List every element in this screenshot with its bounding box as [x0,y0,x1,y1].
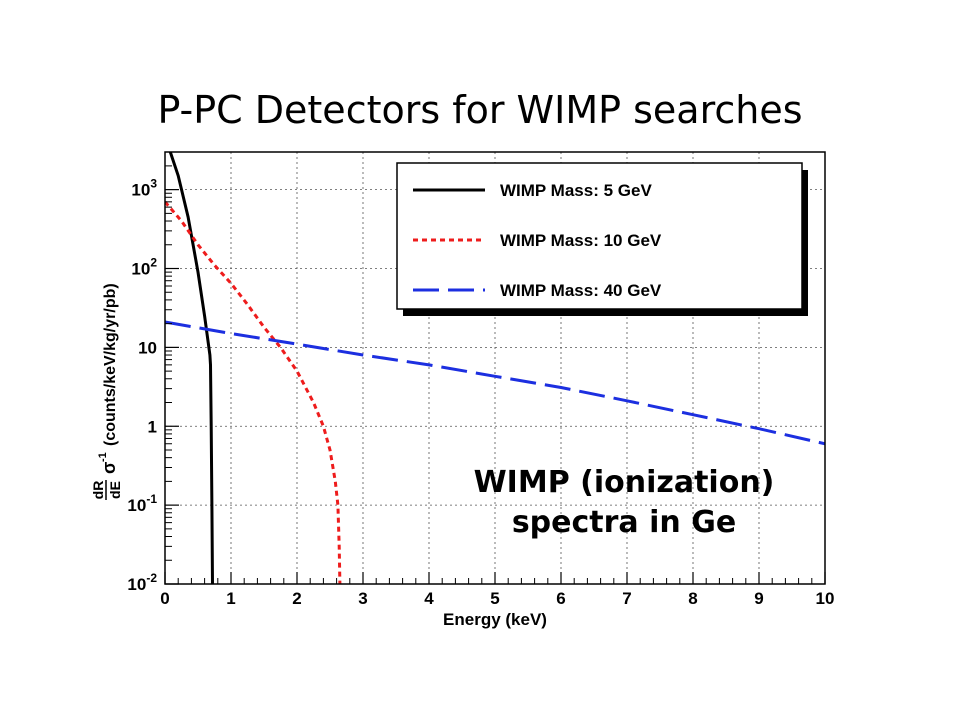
y-axis-label: dR dE σ -1 (counts/keV/kg/yr/pb) [90,283,123,500]
legend-box [396,162,803,310]
series-line-3 [165,320,825,446]
slide-title: P-PC Detectors for WIMP searches [157,88,803,132]
x-tick-label: 10 [816,589,835,608]
x-tick-label: 2 [292,589,301,608]
x-tick-label: 0 [160,589,169,608]
y-axis-label-denominator: dE [107,481,123,499]
x-tick-label: 7 [622,589,631,608]
y-tick-label: 10-2 [127,571,157,594]
series-line-1 [168,152,214,584]
x-tick-label: 6 [556,589,565,608]
tick-labels: 0 1 2 3 4 5 6 7 8 9 10 10-2 10-1 1 10 102 103 [127,177,834,608]
legend-entries: WIMP Mass: 5 GeV WIMP Mass: 10 GeV WIMP Ma… [413,181,662,300]
x-tick-label: 9 [754,589,763,608]
annotation: WIMP (ionization) spectra in Ge [474,465,775,540]
y-tick-label: 103 [131,177,157,200]
y-tick-label: 1 [148,417,157,436]
y-tick-label: 102 [131,256,157,279]
x-tick-label: 1 [226,589,235,608]
y-tick-label: 10-1 [127,492,157,515]
annotation-line-1: WIMP (ionization) [474,465,775,500]
series-lines [165,152,825,584]
x-axis-label: Energy (keV) [443,610,547,629]
y-axis-label-text: (counts/keV/kg/yr/pb) [102,283,119,446]
x-tick-label: 8 [688,589,697,608]
legend-label-3: WIMP Mass: 40 GeV [500,281,662,300]
legend-label-2: WIMP Mass: 10 GeV [500,231,662,250]
x-tick-label: 5 [490,589,499,608]
axis-ticks [164,151,826,585]
series-line-2 [165,200,342,584]
y-axis-label-sigma: σ [99,462,119,474]
annotation-line-2: spectra in Ge [512,505,736,540]
y-tick-label: 10 [138,338,157,357]
legend: WIMP Mass: 5 GeV WIMP Mass: 10 GeV WIMP Ma… [396,162,808,316]
legend-label-1: WIMP Mass: 5 GeV [500,181,652,200]
x-tick-label: 4 [424,589,434,608]
x-tick-label: 3 [358,589,367,608]
y-axis-label-exponent: -1 [97,452,109,462]
y-axis-label-numerator: dR [90,481,106,500]
